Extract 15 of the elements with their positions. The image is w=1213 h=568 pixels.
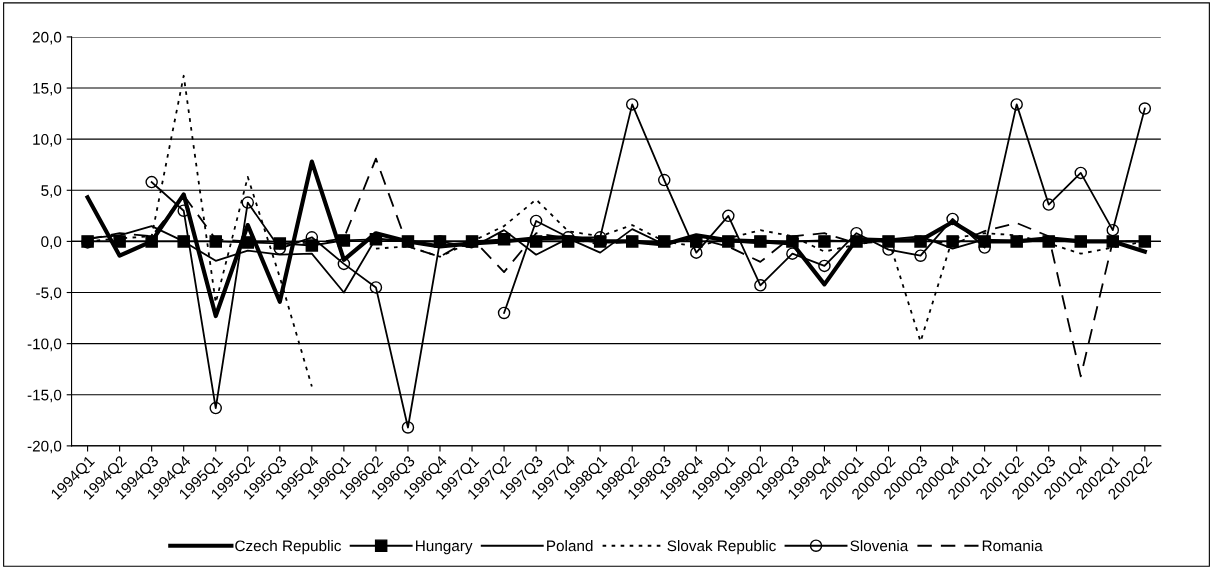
legend-label: Romania xyxy=(982,540,1043,552)
legend-label: Czech Republic xyxy=(235,540,342,555)
legend-label: Slovenia xyxy=(850,540,909,552)
legend-label: Poland xyxy=(547,540,593,552)
y-tick-label: -15,0 xyxy=(27,389,62,403)
y-tick-label: 5,0 xyxy=(41,185,62,198)
legend-label: Slovak Republic xyxy=(667,540,776,555)
y-tick-label: 15,0 xyxy=(33,82,62,96)
y-tick-label: 10,0 xyxy=(33,134,62,147)
y-tick-label: -10,0 xyxy=(27,338,62,352)
legend-label: Hungary xyxy=(416,540,473,555)
y-tick-label: -5,0 xyxy=(36,287,62,301)
y-tick-label: 0,0 xyxy=(41,236,62,249)
y-tick-label: 20,0 xyxy=(32,31,62,45)
y-tick-label: -20,0 xyxy=(27,440,62,454)
